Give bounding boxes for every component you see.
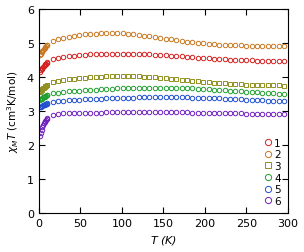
3 — [251, 84, 255, 87]
Line: 6: 6 — [38, 110, 290, 139]
6 — [72, 112, 76, 115]
Line: 5: 5 — [38, 96, 290, 110]
4 — [242, 90, 245, 93]
3 — [257, 84, 260, 87]
2 — [257, 45, 260, 48]
6 — [257, 113, 260, 116]
1 — [286, 60, 290, 64]
6 — [150, 111, 154, 114]
X-axis label: $T$ (K): $T$ (K) — [150, 234, 177, 246]
5 — [161, 96, 165, 99]
2 — [251, 45, 255, 48]
5 — [242, 99, 245, 102]
2 — [242, 45, 245, 48]
6 — [39, 135, 42, 138]
5 — [257, 99, 260, 102]
Y-axis label: $\chi_M T$ (cm$^3$K/mol): $\chi_M T$ (cm$^3$K/mol) — [5, 70, 21, 152]
3 — [78, 77, 81, 80]
4 — [251, 91, 255, 94]
4 — [149, 87, 153, 90]
2 — [39, 55, 42, 58]
4 — [286, 93, 290, 96]
2 — [286, 45, 290, 48]
5 — [251, 99, 255, 102]
1 — [251, 60, 255, 63]
1 — [39, 71, 42, 74]
6 — [286, 113, 290, 116]
4 — [78, 90, 81, 93]
Legend: 1, 2, 3, 4, 5, 6: 1, 2, 3, 4, 5, 6 — [264, 136, 283, 208]
6 — [145, 111, 149, 114]
4 — [153, 87, 157, 90]
3 — [286, 85, 290, 88]
5 — [39, 107, 42, 110]
6 — [251, 113, 255, 116]
3 — [39, 91, 42, 94]
2 — [72, 35, 76, 38]
3 — [121, 75, 124, 78]
6 — [242, 113, 245, 116]
3 — [150, 76, 154, 79]
Line: 1: 1 — [38, 52, 290, 75]
5 — [72, 99, 76, 102]
2 — [150, 36, 154, 39]
5 — [149, 96, 153, 99]
Line: 4: 4 — [38, 86, 290, 103]
6 — [78, 112, 81, 115]
5 — [286, 101, 290, 104]
1 — [72, 55, 76, 58]
Line: 2: 2 — [38, 32, 290, 58]
5 — [78, 99, 81, 102]
1 — [78, 54, 81, 57]
4 — [39, 99, 42, 102]
2 — [78, 35, 81, 38]
4 — [72, 90, 76, 93]
1 — [121, 53, 124, 56]
2 — [107, 33, 111, 36]
1 — [150, 54, 154, 57]
Line: 3: 3 — [38, 75, 290, 95]
4 — [257, 91, 260, 94]
1 — [257, 60, 260, 63]
1 — [242, 59, 245, 62]
3 — [242, 84, 245, 87]
3 — [72, 78, 76, 81]
